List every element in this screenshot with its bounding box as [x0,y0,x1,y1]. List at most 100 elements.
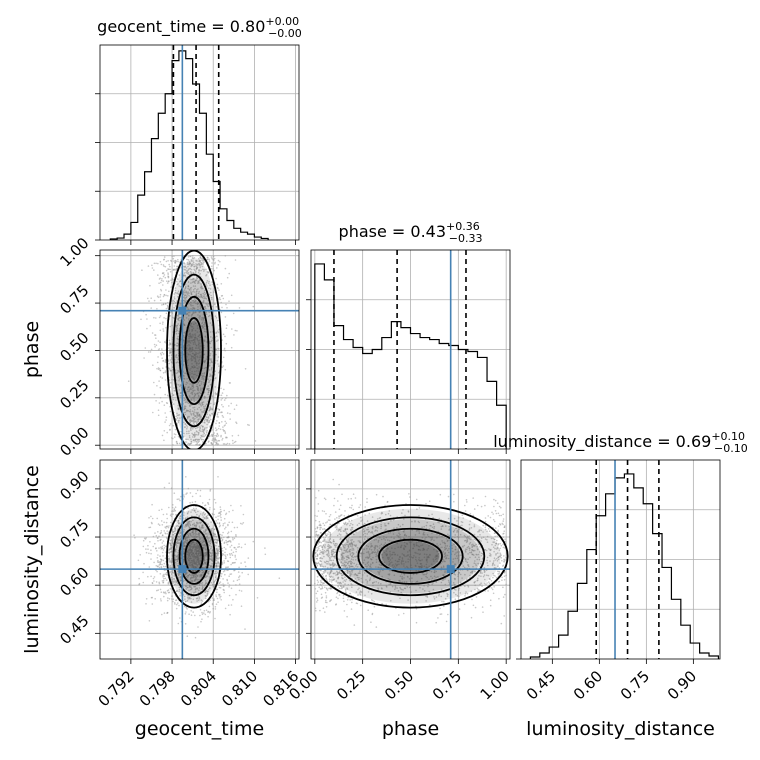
sample-point [186,262,189,264]
sample-point [161,278,163,280]
sample-point [204,533,207,535]
sample-point [169,268,171,271]
sample-point [185,438,188,441]
sample-point [164,371,167,374]
sample-point [216,340,218,342]
sample-point [189,268,191,270]
sample-point [180,302,182,304]
sample-point [173,260,175,262]
sample-point [220,516,222,519]
panel-frame [99,249,300,450]
sample-point [215,353,217,356]
sample-point [168,591,171,594]
sample-point [198,269,201,272]
sample-point [197,288,199,290]
sample-point [162,303,165,306]
sample-point [150,575,152,578]
sample-point [187,340,189,343]
sample-point [190,278,192,281]
sample-point [256,597,259,599]
density-contour [178,295,210,405]
sample-point [182,560,185,563]
sample-point [326,589,329,591]
sample-point [187,291,189,293]
sample-point [180,304,182,306]
sample-point [185,383,187,386]
sample-point [199,342,201,345]
sample-point [201,322,203,325]
sample-point [150,307,152,309]
sample-point [205,297,208,300]
sample-point [163,258,165,261]
sample-point [203,559,206,561]
sample-point [200,424,203,427]
sample-point [193,395,196,397]
sample-point [198,562,201,565]
sample-point [191,509,193,511]
sample-point [161,524,164,526]
sample-point [220,513,222,516]
sample-point [191,313,194,316]
sample-point [190,255,192,258]
sample-point [174,602,176,604]
sample-point [231,435,234,437]
sample-point [216,420,218,422]
sample-point [198,334,201,337]
sample-point [230,346,233,349]
sample-point [192,396,194,399]
sample-point [214,262,216,265]
sample-point [350,608,353,610]
sample-point [228,521,230,524]
sample-point [215,603,218,605]
sample-point [195,344,198,347]
sample-point [159,588,162,591]
sample-point [191,372,193,375]
sample-point [244,368,247,370]
sample-point [197,394,200,397]
sample-point [155,344,158,347]
sample-point [191,263,194,265]
sample-point [199,273,201,275]
sample-point [202,317,205,319]
sample-point [190,293,193,295]
sample-point [264,547,266,549]
sample-point [429,604,431,606]
sample-point [185,317,188,319]
sample-point [156,517,158,520]
sample-point [495,576,498,579]
sample-point [216,435,218,438]
sample-point [218,296,221,299]
sample-point [192,289,195,291]
sample-point [224,554,226,556]
sample-point [238,576,240,579]
sample-point [222,524,224,527]
sample-point [225,557,227,559]
sample-point [196,544,198,546]
sample-point [169,259,172,262]
sample-point [220,301,222,304]
sample-point [169,405,171,408]
sample-point [216,554,219,556]
sample-point [199,355,201,357]
sample-point [212,412,215,414]
sample-point [194,435,196,438]
sample-point [192,390,194,392]
sample-point [211,552,214,554]
sample-point [166,301,169,304]
sample-point [189,291,192,293]
sample-point [193,379,196,381]
panel-frame [310,249,511,450]
sample-point [209,490,211,492]
sample-point [194,427,197,430]
sample-point [148,526,150,529]
sample-point [170,437,173,439]
sample-point [203,531,205,534]
sample-point [222,523,225,525]
sample-point [172,299,175,302]
sample-point [162,360,164,362]
sample-point [189,442,192,445]
sample-point [203,432,206,435]
sample-point [227,582,229,584]
sample-point [162,513,165,516]
sample-point [164,361,167,364]
